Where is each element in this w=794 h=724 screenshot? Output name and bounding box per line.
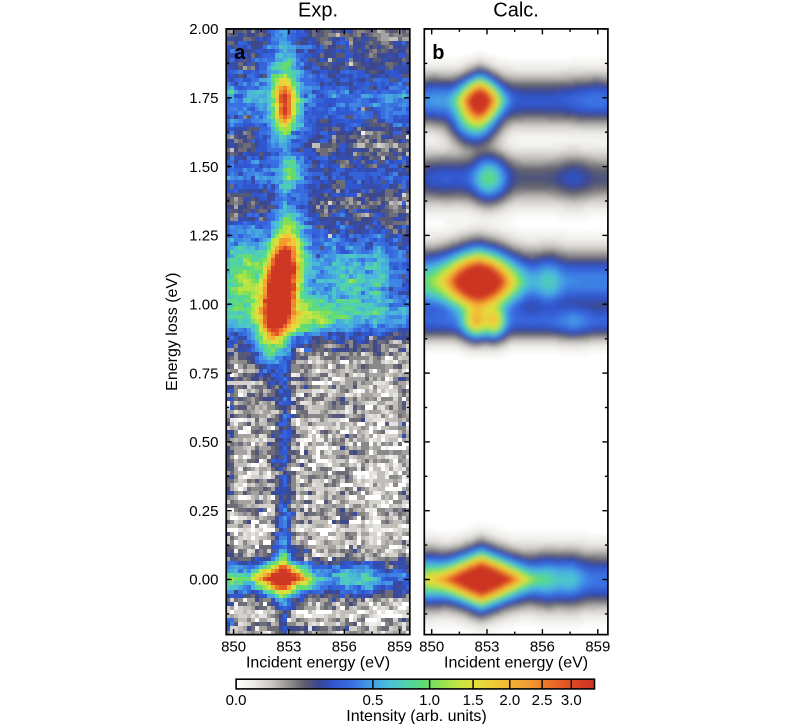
svg-text:1.25: 1.25 (189, 228, 218, 245)
svg-text:Incident energy (eV): Incident energy (eV) (246, 655, 390, 672)
svg-text:3.0: 3.0 (561, 692, 582, 709)
svg-text:2.5: 2.5 (532, 692, 553, 709)
svg-text:850: 850 (221, 639, 246, 656)
svg-text:2.0: 2.0 (499, 692, 520, 709)
svg-text:0.75: 0.75 (189, 365, 218, 382)
svg-text:853: 853 (474, 639, 499, 656)
svg-text:856: 856 (332, 639, 357, 656)
svg-text:Calc.: Calc. (493, 0, 539, 22)
svg-text:Energy loss (eV): Energy loss (eV) (164, 273, 181, 391)
svg-text:1.00: 1.00 (189, 296, 218, 313)
svg-text:b: b (432, 42, 444, 64)
svg-text:0.25: 0.25 (189, 503, 218, 520)
svg-text:0.00: 0.00 (189, 572, 218, 589)
svg-text:1.75: 1.75 (189, 90, 218, 107)
svg-text:1.0: 1.0 (419, 692, 440, 709)
svg-text:853: 853 (276, 639, 301, 656)
svg-text:856: 856 (530, 639, 555, 656)
svg-text:a: a (234, 42, 246, 64)
svg-text:850: 850 (419, 639, 444, 656)
svg-text:0.50: 0.50 (189, 434, 218, 451)
svg-text:859: 859 (387, 639, 412, 656)
svg-text:Incident energy (eV): Incident energy (eV) (444, 655, 588, 672)
svg-text:0.0: 0.0 (226, 692, 247, 709)
svg-text:1.50: 1.50 (189, 159, 218, 176)
svg-text:Exp.: Exp. (298, 0, 338, 22)
svg-text:Intensity (arb. units): Intensity (arb. units) (346, 708, 487, 724)
svg-text:859: 859 (585, 639, 610, 656)
svg-text:1.5: 1.5 (463, 692, 484, 709)
svg-text:0.5: 0.5 (362, 692, 383, 709)
svg-text:2.00: 2.00 (189, 21, 218, 38)
